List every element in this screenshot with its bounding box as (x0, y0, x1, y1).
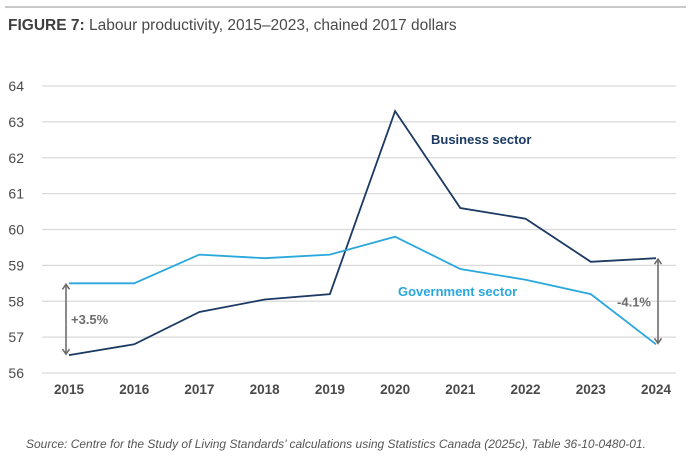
y-tick-label: 62 (8, 150, 24, 166)
x-tick-label: 2016 (119, 382, 150, 397)
y-tick-label: 64 (8, 78, 24, 94)
annotation-label-2015: +3.5% (71, 312, 109, 327)
figure-title: FIGURE 7: Labour productivity, 2015–2023… (8, 17, 457, 35)
x-tick-label: 2022 (511, 382, 541, 397)
series-lines (68, 109, 657, 356)
y-tick-label: 63 (8, 114, 24, 130)
government-sector-label: Government sector (398, 284, 517, 299)
annotation-arrow-head-down (61, 348, 71, 356)
source-note: Source: Centre for the Study of Living S… (26, 437, 646, 451)
top-rule (5, 6, 686, 8)
x-tick-label: 2019 (315, 382, 345, 397)
y-axis-ticks: 56 57 58 59 60 61 62 63 64 (8, 78, 24, 381)
x-tick-label: 2018 (250, 382, 281, 397)
y-tick-label: 60 (8, 222, 24, 238)
y-tick-label: 56 (8, 365, 24, 381)
x-tick-label: 2024 (641, 382, 672, 397)
government-sector-line (69, 235, 657, 346)
x-tick-label: 2020 (380, 382, 410, 397)
x-tick-label: 2021 (445, 382, 476, 397)
x-tick-label: 2015 (54, 382, 85, 397)
figure-title-text: Labour productivity, 2015–2023, chained … (88, 17, 457, 34)
figure-label: FIGURE 7: (8, 17, 85, 34)
y-tick-label: 61 (8, 186, 24, 202)
annotation-arrow-head-up (61, 282, 71, 290)
annotation-label-2024: -4.1% (617, 294, 651, 309)
x-tick-label: 2017 (184, 382, 214, 397)
x-axis-ticks: 2015 2016 2017 2018 2019 2020 2021 2022 2023 2024 (54, 382, 672, 397)
gridlines (42, 85, 676, 374)
y-tick-label: 58 (8, 293, 24, 309)
y-tick-label: 59 (8, 257, 24, 273)
annotation-arrow-head-down (653, 337, 663, 345)
annotation-arrow-head-up (653, 257, 663, 265)
x-tick-label: 2023 (576, 382, 607, 397)
y-tick-label: 57 (8, 329, 24, 345)
series-labels: Business sector Government sector (398, 132, 531, 299)
business-sector-line (68, 109, 657, 356)
annotations: +3.5% -4.1% (61, 257, 663, 356)
business-sector-label: Business sector (431, 132, 531, 147)
